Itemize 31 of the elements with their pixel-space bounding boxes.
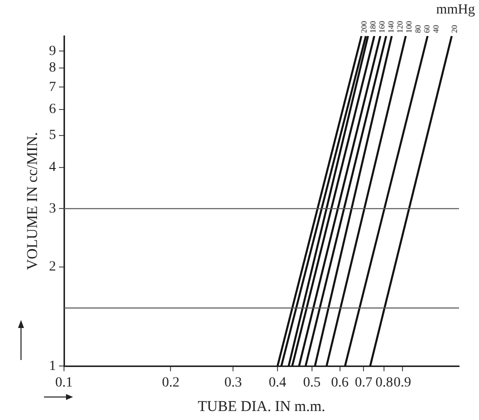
y-axis-title: VOLUME IN cc/MIN. xyxy=(24,132,41,270)
x-tick-label: 0.7 xyxy=(354,375,372,390)
x-axis-title: TUBE DIA. IN m.m. xyxy=(198,398,326,415)
x-tick-label: 0.5 xyxy=(303,375,321,390)
text: 180 xyxy=(368,21,378,33)
x-tick-label: 0.2 xyxy=(162,375,180,390)
text: 20 xyxy=(450,25,459,33)
text: 60 xyxy=(422,25,432,33)
y-tick-label: 2 xyxy=(49,259,56,274)
x-tick-label: 0.6 xyxy=(331,375,349,390)
text: 40 xyxy=(432,25,441,33)
x-tick-label: 0.9 xyxy=(394,375,412,390)
y-tick-label: 3 xyxy=(49,201,56,216)
y-tick-label: 5 xyxy=(49,128,56,144)
text: 120 xyxy=(396,21,405,33)
y-tick-label: 7 xyxy=(49,80,56,95)
y-tick-label: 8 xyxy=(49,60,56,76)
x-tick-label: 0.8 xyxy=(375,375,393,390)
text: mmHg xyxy=(436,2,475,18)
y-tick-label: 1 xyxy=(49,358,56,374)
text: 160 xyxy=(378,21,387,33)
x-tick-label: 0.4 xyxy=(268,375,286,390)
text: 200 xyxy=(360,21,369,33)
text: 100 xyxy=(404,21,414,33)
x-tick-label: 0.1 xyxy=(55,375,73,390)
y-tick-label: 4 xyxy=(49,160,56,176)
x-tick-label: 0.3 xyxy=(224,375,242,390)
text: 140 xyxy=(386,21,396,33)
y-tick-label: 9 xyxy=(49,44,56,59)
text: 80 xyxy=(414,25,423,33)
y-tick-label: 6 xyxy=(49,102,56,117)
